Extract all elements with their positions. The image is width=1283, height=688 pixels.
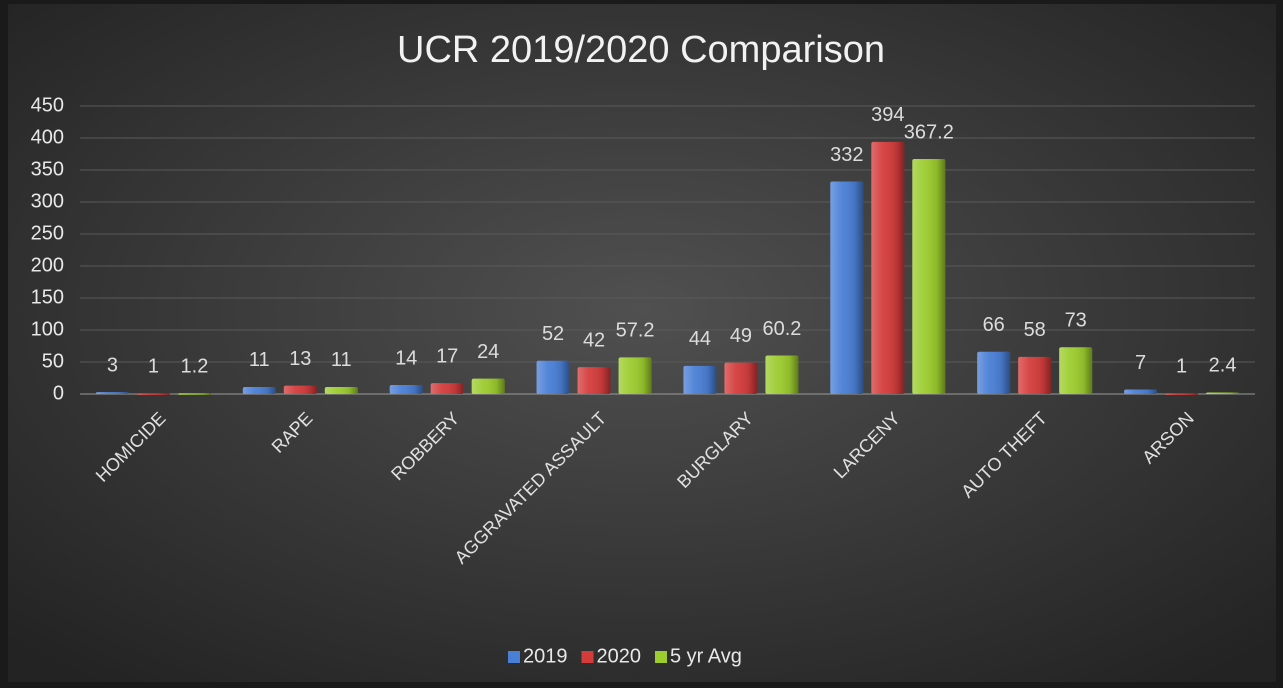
y-tick-label: 250 xyxy=(31,222,64,244)
bar-shine xyxy=(471,378,505,394)
data-label: 17 xyxy=(436,345,458,367)
bar-shine xyxy=(324,386,358,394)
data-label: 57.2 xyxy=(616,320,655,342)
y-tick-label: 450 xyxy=(31,94,64,116)
legend-label: 5 yr Avg xyxy=(670,645,742,667)
data-label: 44 xyxy=(689,328,711,350)
y-tick-label: 400 xyxy=(31,126,64,148)
bar-shine xyxy=(1165,393,1199,395)
bar-shine xyxy=(389,385,423,394)
legend-swatch xyxy=(655,651,667,663)
y-tick-label: 0 xyxy=(53,382,64,404)
data-label: 1 xyxy=(148,356,159,378)
data-label: 66 xyxy=(983,314,1005,336)
data-label: 2.4 xyxy=(1209,355,1237,377)
y-tick-label: 150 xyxy=(31,286,64,308)
bar-shine xyxy=(95,392,129,394)
data-label: 24 xyxy=(477,341,499,363)
bar-shine xyxy=(1206,392,1240,394)
bar-shine xyxy=(577,367,611,394)
data-label: 49 xyxy=(730,325,752,347)
y-tick-label: 50 xyxy=(42,350,64,372)
bar-shine xyxy=(724,362,758,394)
bar-shine xyxy=(871,141,905,394)
background xyxy=(8,4,1276,682)
y-tick-label: 350 xyxy=(31,158,64,180)
data-label: 11 xyxy=(249,349,270,371)
bar-shine xyxy=(430,383,464,394)
bar-shine xyxy=(765,355,799,394)
data-label: 60.2 xyxy=(762,318,801,340)
data-label: 42 xyxy=(583,329,605,351)
y-tick-label: 300 xyxy=(31,190,64,212)
data-label: 58 xyxy=(1024,319,1046,341)
data-label: 52 xyxy=(542,323,564,345)
data-label: 332 xyxy=(830,144,863,166)
y-tick-label: 100 xyxy=(31,318,64,340)
data-label: 394 xyxy=(871,104,904,126)
data-label: 73 xyxy=(1065,310,1087,332)
data-label: 367.2 xyxy=(904,121,954,143)
legend-swatch xyxy=(508,651,520,663)
legend-swatch xyxy=(581,651,594,663)
bar-shine xyxy=(683,365,717,394)
legend-label: 2019 xyxy=(523,645,568,667)
bar-shine xyxy=(977,351,1011,394)
data-label: 13 xyxy=(289,348,311,370)
bar-shine xyxy=(283,385,317,394)
bar-shine xyxy=(1124,389,1158,394)
bar-shine xyxy=(618,357,652,394)
bar-shine xyxy=(242,386,276,394)
bar-shine xyxy=(912,158,946,394)
data-label: 1 xyxy=(1176,356,1187,378)
data-label: 11 xyxy=(331,349,352,371)
bar-shine xyxy=(830,181,864,394)
legend-label: 2020 xyxy=(597,645,642,667)
bar-shine xyxy=(136,393,170,395)
bar-shine xyxy=(1059,347,1093,394)
chart-title: UCR 2019/2020 Comparison xyxy=(397,29,885,71)
bar-shine xyxy=(177,393,211,395)
y-tick-label: 200 xyxy=(31,254,64,276)
data-label: 1.2 xyxy=(181,356,209,378)
data-label: 3 xyxy=(107,354,118,376)
data-label: 14 xyxy=(395,347,417,369)
data-label: 7 xyxy=(1135,352,1146,374)
bar-shine xyxy=(536,360,570,394)
bar-shine xyxy=(1018,356,1052,394)
